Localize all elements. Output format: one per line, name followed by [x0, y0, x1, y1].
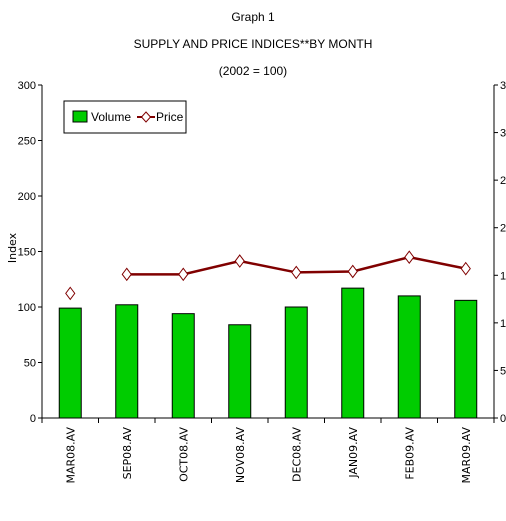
- left-tick-label: 100: [18, 302, 36, 314]
- volume-bar: [284, 306, 308, 419]
- right-tick-label: 200: [500, 223, 506, 235]
- category-label: JAN09.AV: [347, 427, 360, 479]
- category-label: NOV08.AV: [234, 427, 247, 484]
- left-y-axis: 0 50 100 150 200 250 300: [18, 80, 43, 425]
- price-marker: [460, 261, 471, 276]
- x-axis: MAR08.AV SEP08.AV OCT08.AV NOV08.AV DEC08.AV…: [41, 417, 495, 484]
- legend-price-marker: [140, 111, 152, 123]
- title-line-3: (2002 = 100): [219, 64, 287, 78]
- right-tick-label: 100: [500, 318, 506, 330]
- left-tick-label: 50: [24, 358, 36, 370]
- chart-title: Graph 1 SUPPLY AND PRICE INDICES**BY MON…: [134, 10, 373, 78]
- volume-bars: [58, 287, 478, 419]
- right-tick-label: 50: [500, 365, 506, 377]
- volume-bar: [397, 295, 421, 419]
- category-label: FEB09.AV: [403, 427, 416, 480]
- left-tick-label: 300: [18, 80, 36, 92]
- price-marker: [404, 250, 415, 265]
- category-label: DEC08.AV: [290, 427, 303, 482]
- category-label: MAR08.AV: [64, 427, 77, 484]
- volume-bar: [115, 304, 139, 419]
- price-series: [65, 250, 471, 301]
- right-tick-label: 150: [500, 270, 506, 282]
- volume-bar: [454, 299, 478, 419]
- category-label: SEP08.AV: [121, 427, 134, 480]
- left-tick-label: 250: [18, 136, 36, 148]
- price-marker: [178, 267, 189, 282]
- category-label: OCT08.AV: [177, 427, 190, 482]
- left-tick-label: 150: [18, 247, 36, 259]
- price-marker: [291, 265, 302, 280]
- right-tick-label: 0: [500, 413, 506, 425]
- legend-volume-swatch: [72, 110, 88, 123]
- price-marker: [121, 267, 132, 282]
- volume-bar: [228, 324, 252, 419]
- volume-bar: [341, 287, 365, 419]
- legend: Volume Price: [63, 100, 187, 134]
- left-tick-label: 0: [30, 413, 36, 425]
- title-line-2: SUPPLY AND PRICE INDICES**BY MONTH: [134, 37, 373, 51]
- left-tick-label: 200: [18, 191, 36, 203]
- title-line-1: Graph 1: [231, 10, 275, 24]
- volume-bar: [58, 307, 82, 419]
- right-y-axis: 0 50 100 150 200 250 300 350: [493, 80, 506, 425]
- legend-price-label: Price: [156, 110, 184, 124]
- price-marker: [347, 264, 358, 279]
- y-axis-label: Index: [6, 232, 19, 263]
- right-tick-label: 350: [500, 80, 506, 92]
- right-tick-label: 250: [500, 175, 506, 187]
- right-tick-label: 300: [500, 128, 506, 140]
- legend-volume-label: Volume: [91, 110, 131, 124]
- price-marker: [65, 286, 76, 301]
- category-label: MAR09.AV: [460, 427, 473, 484]
- volume-bar: [171, 313, 195, 419]
- price-marker: [234, 254, 245, 268]
